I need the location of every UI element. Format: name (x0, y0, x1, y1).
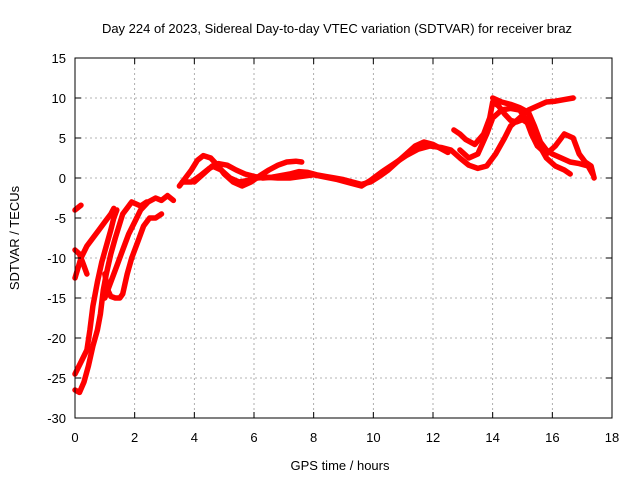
x-tick-label: 16 (545, 430, 559, 445)
series-line (457, 105, 597, 181)
series-line (102, 211, 165, 301)
y-tick-label: -25 (47, 371, 66, 386)
x-tick-label: 18 (605, 430, 619, 445)
x-tick-label: 12 (426, 430, 440, 445)
y-tick-label: 5 (59, 131, 66, 146)
x-tick-label: 14 (485, 430, 499, 445)
series-line (72, 205, 117, 281)
x-tick-label: 2 (131, 430, 138, 445)
series-line (72, 202, 84, 213)
x-tick-label: 10 (366, 430, 380, 445)
y-tick-label: 0 (59, 171, 66, 186)
axis-ticks: 0 2 4 6 8 10 12 14 16 18 -30 -25 -20 -15 -10 -5 0 5 10 15 (47, 51, 619, 445)
y-tick-label: -5 (54, 211, 66, 226)
y-tick-label: 15 (52, 51, 66, 66)
series-line (489, 95, 596, 177)
series-line (451, 99, 573, 177)
x-tick-label: 4 (191, 430, 198, 445)
y-axis-label: SDTVAR / TECUs (7, 185, 22, 290)
x-tick-label: 8 (310, 430, 317, 445)
data-series (72, 95, 597, 396)
plot-frame (74, 57, 613, 419)
y-tick-label: -30 (47, 411, 66, 426)
series-line (72, 199, 150, 396)
x-tick-label: 0 (71, 430, 78, 445)
x-axis-label: GPS time / hours (291, 458, 390, 473)
grid-lines (75, 58, 612, 418)
y-tick-label: -20 (47, 331, 66, 346)
y-tick-label: -15 (47, 291, 66, 306)
chart-title: Day 224 of 2023, Sidereal Day-to-day VTE… (102, 21, 572, 36)
y-tick-label: 10 (52, 91, 66, 106)
x-tick-label: 6 (250, 430, 257, 445)
series-line (102, 192, 177, 301)
series-line (72, 207, 120, 377)
y-tick-label: -10 (47, 251, 66, 266)
